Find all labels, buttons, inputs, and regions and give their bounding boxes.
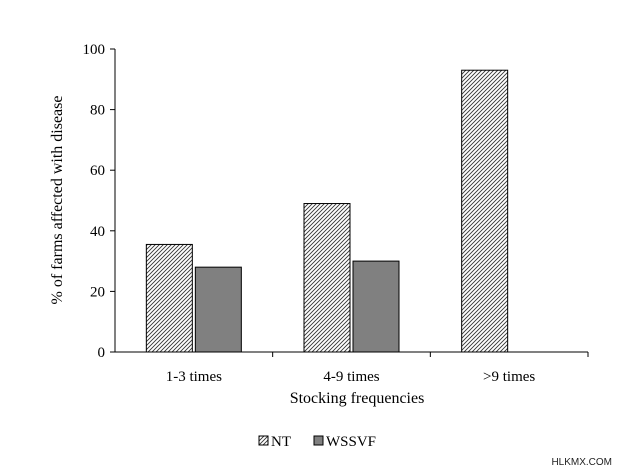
bars-layer — [145, 69, 509, 353]
x-categories: 1-3 times 4-9 times >9 times — [166, 352, 589, 385]
legend-label-wssvf: WSSVF — [326, 434, 376, 450]
y-ticks: 0 20 40 60 80 100 — [83, 42, 115, 361]
x-category-label: 1-3 times — [166, 369, 222, 385]
watermark-text: HLKMX.COM — [551, 457, 612, 468]
y-tick-label: 0 — [98, 345, 106, 361]
bar-nt-1 — [145, 243, 193, 353]
legend-swatch-wssvf — [313, 435, 324, 446]
x-category-label: 4-9 times — [323, 369, 379, 385]
y-axis-title: % of farms affected with disease — [49, 96, 66, 305]
y-tick-label: 40 — [90, 224, 105, 240]
legend: NT WSSVF — [258, 434, 376, 450]
y-tick-label: 100 — [83, 42, 106, 58]
y-tick-label: 20 — [90, 284, 105, 300]
y-tick-label: 80 — [90, 103, 105, 119]
bar-nt-2 — [303, 203, 351, 353]
legend-swatch-nt — [258, 435, 269, 446]
y-tick-label: 60 — [90, 163, 105, 179]
x-axis-title: Stocking frequencies — [290, 390, 425, 407]
bar-wssvf-2 — [352, 260, 400, 353]
bar-wssvf-1 — [194, 266, 242, 353]
x-category-label: >9 times — [483, 369, 535, 385]
bar-nt-3 — [461, 69, 509, 353]
legend-label-nt: NT — [271, 434, 291, 450]
